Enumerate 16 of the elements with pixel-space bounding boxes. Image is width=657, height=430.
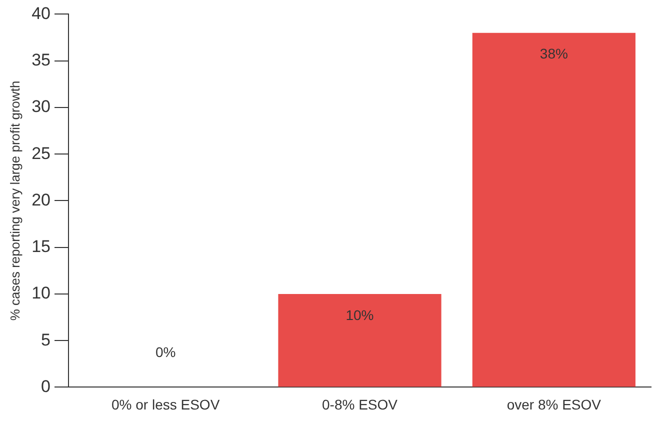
data-label: 38% xyxy=(540,46,568,62)
y-tick-label: 25 xyxy=(32,144,51,163)
data-label: 0% xyxy=(155,344,176,360)
y-tick-label: 10 xyxy=(32,284,51,303)
x-tick-label: 0% or less ESOV xyxy=(112,396,220,412)
y-tick-label: 5 xyxy=(41,330,51,350)
x-tick-label: 0-8% ESOV xyxy=(322,396,398,412)
y-tick-label: 20 xyxy=(32,190,51,210)
y-tick-label: 0 xyxy=(41,376,51,396)
y-tick-label: 30 xyxy=(32,97,51,116)
y-tick-label: 15 xyxy=(32,237,51,256)
data-label: 10% xyxy=(346,306,374,323)
y-tick-label: 40 xyxy=(32,4,51,23)
y-axis-title: % cases reporting very large profit growth xyxy=(7,80,22,321)
y-tick-label: 35 xyxy=(32,50,51,70)
x-tick-label: over 8% ESOV xyxy=(506,396,602,412)
